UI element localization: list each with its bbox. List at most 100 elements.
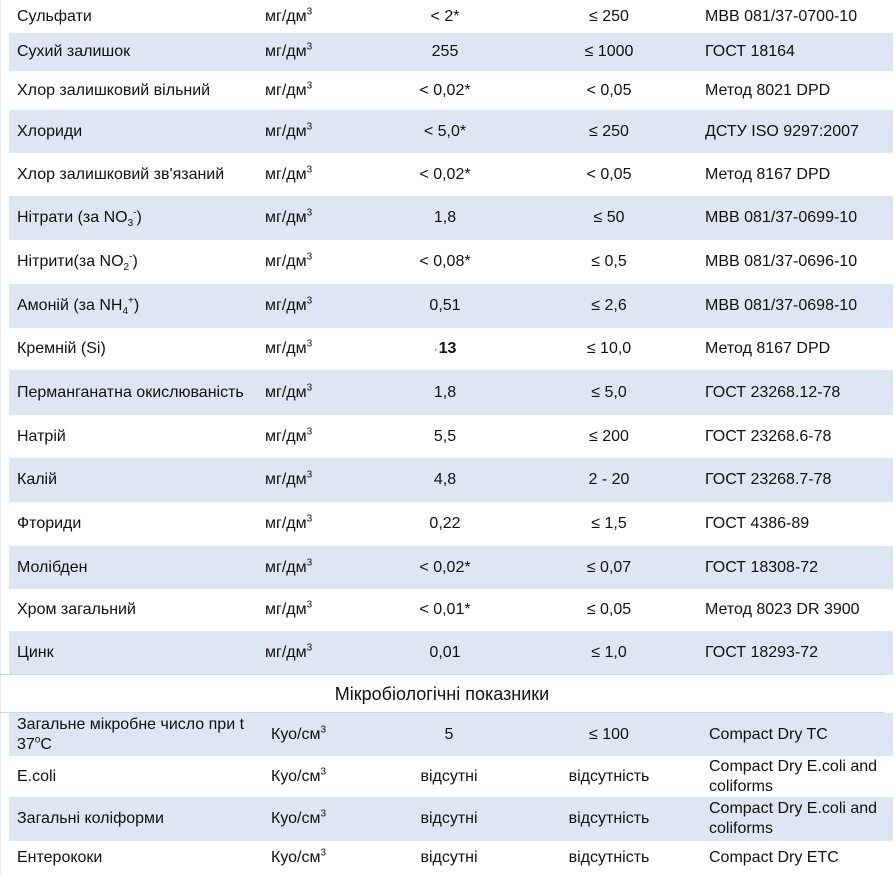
subscript: 2 bbox=[123, 262, 130, 274]
parameter-name: Нітрати (за NO3-) bbox=[17, 196, 257, 240]
unit-text: мг/дм3 bbox=[265, 382, 313, 401]
unit: мг/дм3 bbox=[265, 240, 365, 284]
table-row: Ентерококи Куо/см3 відсутні відсутність Comp… bbox=[9, 841, 893, 875]
parameter-name-text: Амоній (за NH4+) bbox=[17, 295, 140, 318]
parameter-name: Натрій bbox=[17, 415, 257, 458]
table-row: Нітрати (за NO3-) мг/дм3 1,8 ≤ 50 МВВ 081/37… bbox=[9, 196, 893, 240]
result-text: < 0,08* bbox=[419, 253, 471, 270]
result-text: 1,8 bbox=[433, 209, 457, 226]
unit-text: мг/дм3 bbox=[265, 251, 313, 270]
parameter-name-text: Хлор залишковий вільний bbox=[17, 81, 211, 99]
unit-superscript: 3 bbox=[306, 513, 313, 525]
test-method: ГОСТ 23268.6-78 bbox=[705, 427, 832, 445]
unit: мг/дм3 bbox=[265, 284, 365, 328]
norm-value: ≤ 0,07 bbox=[586, 558, 632, 576]
unit-superscript: 3 bbox=[306, 41, 313, 53]
unit: мг/дм3 bbox=[265, 153, 365, 196]
parameter-name-text: E.coli bbox=[17, 767, 57, 785]
table-row: Цинк мг/дм3 0,01 ≤ 1,0 ГОСТ 18293-72 bbox=[9, 631, 893, 675]
result-value: 0,01 bbox=[365, 631, 525, 675]
result-value: < 0,02* bbox=[365, 546, 525, 589]
unit: мг/дм3 bbox=[265, 0, 365, 33]
parameter-name-text: Сульфати bbox=[17, 7, 92, 25]
parameter-name: Загальні коліформи bbox=[17, 797, 257, 841]
result-value: відсутні bbox=[369, 797, 529, 841]
table-row: Фториди мг/дм3 0,22 ≤ 1,5 ГОСТ 4386-89 bbox=[9, 502, 893, 546]
parameter-name: Молібден bbox=[17, 546, 257, 589]
norm-value: ≤ 0,05 bbox=[586, 601, 632, 618]
exceeds-marker: · bbox=[433, 342, 438, 356]
unit: мг/дм3 bbox=[265, 33, 365, 71]
result-text: 0,51 bbox=[429, 297, 461, 314]
parameter-name-text: Нітрити(за NO2-) bbox=[17, 251, 138, 274]
unit-text: мг/дм3 bbox=[265, 6, 313, 25]
norm-value: ≤ 200 bbox=[589, 427, 629, 445]
table-row: Нітрити(за NO2-) мг/дм3 < 0,08* ≤ 0,5 МВВ 08… bbox=[9, 240, 893, 284]
unit: мг/дм3 bbox=[265, 546, 365, 589]
result-text: < 2* bbox=[430, 7, 460, 25]
unit-text: мг/дм3 bbox=[265, 338, 313, 357]
test-method: ГОСТ 23268.7-78 bbox=[705, 471, 832, 488]
test-method: Метод 8021 DPD bbox=[705, 81, 831, 99]
unit-superscript: 3 bbox=[306, 251, 313, 263]
result-value: 0,51 bbox=[365, 284, 525, 328]
unit-text: мг/дм3 bbox=[265, 80, 313, 99]
test-method: Compact Dry E.coli and coliforms bbox=[709, 800, 878, 837]
parameter-name: Цинк bbox=[17, 631, 257, 675]
unit-superscript: 3 bbox=[306, 599, 313, 611]
parameter-name-text: Натрій bbox=[17, 427, 66, 445]
test-method: Метод 8167 DPD bbox=[705, 340, 831, 357]
test-method: Compact Dry E.coli and coliforms bbox=[709, 757, 878, 795]
unit: мг/дм3 bbox=[265, 415, 365, 458]
unit-superscript: 3 bbox=[306, 164, 313, 176]
norm-value: 2 - 20 bbox=[588, 471, 630, 488]
unit-superscript: 3 bbox=[306, 557, 313, 569]
parameter-name: E.coli bbox=[17, 756, 257, 797]
unit: Куо/см3 bbox=[271, 756, 371, 797]
test-method: ГОСТ 18164 bbox=[705, 43, 795, 60]
superscript: - bbox=[129, 251, 133, 263]
parameter-name: Хлор залишковий вільний bbox=[17, 71, 257, 110]
result-text: 4,8 bbox=[433, 471, 457, 488]
parameter-name: Кремній (Si) bbox=[17, 328, 257, 370]
parameter-name: Перманганатна окислюваність bbox=[17, 370, 257, 415]
unit: мг/дм3 bbox=[265, 110, 365, 153]
test-method: Compact Dry ETC bbox=[709, 849, 839, 866]
table-left-border bbox=[0, 0, 1, 875]
unit-text: Куо/см3 bbox=[271, 808, 327, 827]
table-row: Молібден мг/дм3 < 0,02* ≤ 0,07 ГОСТ 18308-72 bbox=[9, 546, 893, 589]
unit-superscript: 3 bbox=[306, 121, 313, 133]
parameter-name-text: Хлор залишковий зв'язаний bbox=[17, 165, 225, 183]
superscript: o bbox=[34, 734, 41, 746]
parameter-name-text: Калій bbox=[17, 471, 58, 488]
table-row: Кремній (Si) мг/дм3 · 13 ≤ 10,0 Метод 8167 DP… bbox=[9, 328, 893, 370]
unit-text: мг/дм3 bbox=[265, 41, 313, 60]
parameter-name-text: Нітрати (за NO3-) bbox=[17, 207, 142, 230]
result-text: відсутні bbox=[420, 849, 478, 866]
result-value: 255 bbox=[365, 33, 525, 71]
table-row: Сульфати мг/дм3 < 2* ≤ 250 МВВ 081/37-0700-1… bbox=[9, 0, 893, 33]
unit-text: мг/дм3 bbox=[265, 642, 313, 661]
parameter-name: Калій bbox=[17, 458, 257, 502]
unit: Куо/см3 bbox=[271, 797, 371, 841]
unit-text: Куо/см3 bbox=[271, 847, 327, 866]
unit-text: Куо/см3 bbox=[271, 724, 327, 743]
result-text: 0,01 bbox=[429, 644, 461, 661]
norm-value: ≤ 250 bbox=[589, 7, 629, 25]
parameter-name: Хром загальний bbox=[17, 589, 257, 631]
unit-text: Куо/см3 bbox=[271, 766, 327, 785]
norm-value: відсутність bbox=[568, 767, 650, 785]
norm-value: ≤ 100 bbox=[589, 725, 629, 743]
unit-text: мг/дм3 bbox=[265, 469, 313, 488]
norm-value: ≤ 5,0 bbox=[591, 383, 627, 401]
unit: Куо/см3 bbox=[271, 713, 371, 756]
unit-text: мг/дм3 bbox=[265, 599, 313, 618]
norm-value: ≤ 10,0 bbox=[586, 340, 632, 357]
norm-value: ≤ 1000 bbox=[584, 43, 634, 60]
test-method: Compact Dry TC bbox=[709, 725, 828, 743]
table-row: Загальне мікробне число при t 37oC Куо/см… bbox=[9, 713, 893, 756]
table-row: Загальні коліформи Куо/см3 відсутні відсутн… bbox=[9, 797, 893, 841]
table-row: Натрій мг/дм3 5,5 ≤ 200 ГОСТ 23268.6-78 bbox=[9, 415, 893, 458]
result-value: відсутні bbox=[369, 841, 529, 875]
result-value: 4,8 bbox=[365, 458, 525, 502]
